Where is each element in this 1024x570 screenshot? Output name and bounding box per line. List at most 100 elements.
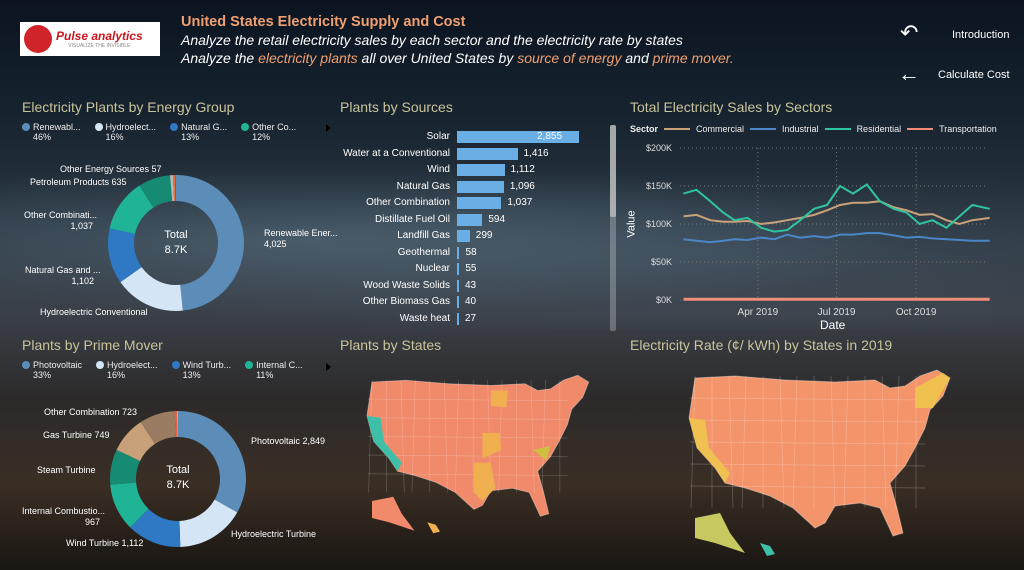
series-line-industrial[interactable]: [683, 232, 990, 244]
donut-slice[interactable]: [179, 499, 238, 547]
legend-item[interactable]: Internal C... 11%: [245, 360, 303, 380]
energy-group-title: Electricity Plants by Energy Group: [22, 99, 235, 115]
legend-item[interactable]: Hydroelect... 16%: [94, 122, 156, 142]
donut-slice[interactable]: [174, 175, 176, 202]
state-hawaii[interactable]: [427, 522, 440, 534]
center-value: 8.7K: [164, 244, 188, 256]
state-alaska[interactable]: [695, 513, 745, 553]
sector-legend[interactable]: Sector Commercial Industrial Residential Tr…: [630, 124, 997, 134]
donut-slice[interactable]: [120, 267, 183, 311]
energy-group-legend[interactable]: Renewabl... 46% Hydroelect... 16% Natural G.…: [22, 122, 296, 142]
bar[interactable]: [457, 180, 504, 193]
state-region[interactable]: [482, 433, 502, 459]
rate-map-title: Electricity Rate (¢/ kWh) by States in 2…: [630, 337, 893, 353]
legend-next-arrow-icon[interactable]: [326, 124, 331, 132]
bar[interactable]: [457, 279, 459, 292]
bar-label: Natural Gas: [396, 180, 450, 192]
label-value: 4,025: [264, 239, 287, 249]
bar[interactable]: [457, 131, 579, 143]
bar-value: 1,112: [510, 164, 535, 175]
donut-center: Total 8.7K: [148, 463, 208, 493]
donut-slice[interactable]: [176, 175, 244, 311]
donut-slice[interactable]: [108, 228, 142, 283]
legend-pct: 13%: [182, 370, 201, 380]
prime-mover-legend[interactable]: Photovoltaic 33% Hydroelect... 16% Wind Turb…: [22, 360, 303, 380]
donut-slice[interactable]: [172, 175, 176, 202]
expand-arrow-icon[interactable]: [326, 363, 331, 371]
introduction-button[interactable]: ↶ Introduction: [900, 20, 1020, 50]
energy-group-donut[interactable]: [106, 173, 246, 313]
logo-mark-icon: [24, 25, 52, 53]
bar[interactable]: [457, 213, 483, 226]
y-tick-label: $0K: [656, 295, 672, 305]
bar[interactable]: [457, 246, 460, 259]
bar[interactable]: [457, 197, 502, 209]
y-tick-label: $150K: [646, 181, 672, 191]
legend-item[interactable]: Wind Turb... 13%: [171, 360, 231, 380]
donut-slice[interactable]: [116, 422, 155, 462]
state-border: [443, 380, 448, 493]
bar-value: 1,037: [507, 197, 533, 208]
label-name: Other Combinati...: [24, 210, 98, 220]
bar[interactable]: [457, 230, 470, 242]
donut-slice[interactable]: [169, 175, 175, 202]
legend-item[interactable]: Natural G... 13%: [170, 122, 227, 142]
state-border: [541, 380, 546, 493]
state-hawaii[interactable]: [760, 543, 775, 556]
legend-pct: 12%: [252, 132, 271, 142]
bar[interactable]: [457, 263, 460, 275]
legend-pct: 16%: [107, 370, 126, 380]
state-border: [368, 380, 373, 493]
bar[interactable]: [457, 164, 505, 176]
highlight: prime mover.: [652, 50, 734, 66]
state-border: [690, 375, 696, 509]
calculate-cost-button[interactable]: ← Calculate Cost: [898, 60, 1018, 90]
donut-slice[interactable]: [139, 175, 173, 208]
bar[interactable]: [457, 312, 459, 325]
bar[interactable]: [457, 296, 459, 308]
scrollbar-track[interactable]: [610, 125, 616, 331]
bar-label: Geothermal: [397, 246, 450, 258]
donut-slice[interactable]: [110, 449, 141, 485]
legend-label: Residential: [856, 124, 902, 134]
scrollbar-thumb[interactable]: [610, 125, 616, 217]
series-line-residential[interactable]: [683, 183, 990, 233]
label-name: Renewable Ener...: [264, 228, 338, 238]
donut-slice[interactable]: [110, 482, 149, 528]
us-mainland[interactable]: [688, 369, 951, 537]
state-california[interactable]: [689, 418, 730, 483]
series-line-commercial[interactable]: [683, 200, 990, 226]
state-alaska[interactable]: [372, 496, 415, 531]
page-title: United States Electricity Supply and Cos…: [181, 14, 466, 30]
center-label: Total: [166, 464, 190, 476]
donut-slice[interactable]: [174, 411, 178, 438]
state-california[interactable]: [366, 416, 402, 472]
slice-label: Hydroelectric Conventional: [40, 307, 148, 317]
logo-text: Pulse analytics: [56, 28, 143, 43]
us-mainland[interactable]: [366, 374, 590, 517]
bar-value: 58: [465, 246, 477, 258]
donut-slice[interactable]: [178, 411, 246, 513]
electricity-rate-map[interactable]: [670, 358, 980, 558]
text: and: [621, 50, 653, 66]
plants-by-states-map[interactable]: [355, 360, 610, 540]
donut-slice[interactable]: [140, 411, 176, 444]
legend-item[interactable]: Other Co... 12%: [241, 122, 296, 142]
legend-item[interactable]: Hydroelect... 16%: [96, 360, 158, 380]
legend-pct: 16%: [105, 132, 124, 142]
state-region[interactable]: [533, 445, 551, 461]
state-region[interactable]: [915, 373, 950, 408]
slice-label: Hydroelectric Turbine: [231, 529, 317, 539]
legend-item[interactable]: Photovoltaic 33%: [22, 360, 82, 380]
state-region[interactable]: [491, 390, 508, 408]
donut-slice[interactable]: [109, 185, 154, 234]
legend-item[interactable]: Renewabl... 46%: [22, 122, 81, 142]
bar[interactable]: [457, 147, 518, 160]
state-region[interactable]: [474, 462, 496, 501]
legend-dot-icon: [241, 123, 250, 131]
state-border: [894, 375, 900, 509]
donut-slice[interactable]: [130, 508, 181, 547]
prime-mover-donut[interactable]: [108, 409, 248, 549]
donut-slice[interactable]: [177, 411, 178, 438]
sales-line-chart[interactable]: $0K $50K $100K $150K $200K Apr 2019 Jul 2019 Oc…: [620, 135, 1024, 335]
